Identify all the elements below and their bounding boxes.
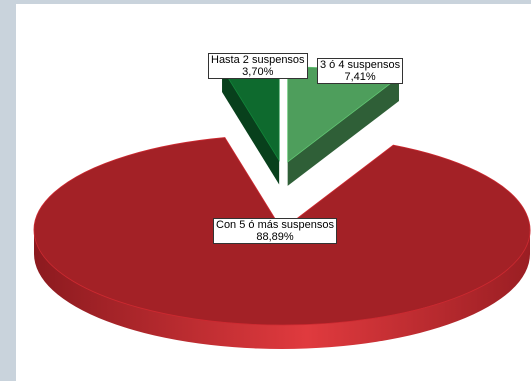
pie-slice-cut-1-1	[287, 77, 399, 186]
data-label-5-o-mas: Con 5 ó más suspensos 88,89%	[213, 218, 338, 244]
data-label-3-o-4: 3 ó 4 suspensos 7,41%	[317, 58, 404, 84]
pie-slice-cut-0-0	[222, 68, 280, 185]
data-label-hasta-2: Hasta 2 suspensos 3,70%	[208, 53, 308, 79]
pie-slice-side-2	[34, 230, 530, 349]
